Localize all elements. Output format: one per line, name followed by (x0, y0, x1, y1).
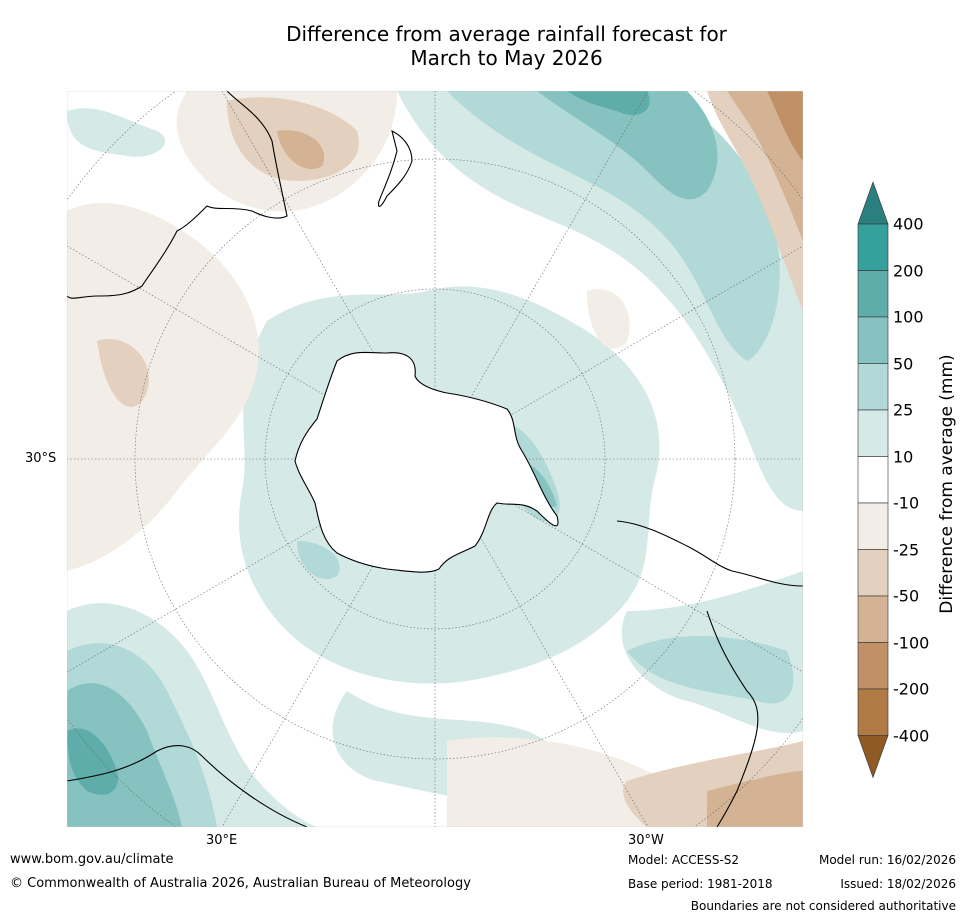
south-america-coastline (616, 520, 803, 587)
model-name: Model: ACCESS-S2 (628, 853, 740, 867)
colorbar-segment (857, 502, 889, 550)
rainfall-anomaly-map (67, 91, 803, 827)
colorbar-extend-top (857, 181, 889, 225)
colorbar-tick-label: 400 (893, 214, 924, 234)
africa-coastline (67, 745, 308, 827)
colorbar-segment (857, 595, 889, 643)
colorbar-tick-label: -25 (893, 540, 920, 559)
colorbar-label: Difference from average (mm) (937, 354, 957, 614)
colorbar-tick-label: 100 (893, 307, 924, 327)
colorbar-segment (857, 316, 889, 364)
lat-label-30s: 30°S (25, 451, 57, 466)
issued-date: Issued: 18/02/2026 (840, 877, 956, 891)
colorbar (857, 181, 889, 779)
antarctica-coastline (294, 351, 559, 573)
colorbar-segment (857, 270, 889, 318)
colorbar-segment (857, 456, 889, 504)
south-america-east-coast (706, 610, 759, 827)
title-line-2: March to May 2026 (410, 46, 603, 70)
colorbar-segment (857, 409, 889, 457)
colorbar-extend-bottom (857, 735, 889, 779)
colorbar-tick-label: -100 (893, 633, 930, 652)
colorbar-tick-label: 10 (893, 447, 914, 466)
colorbar-tick-label: 25 (893, 400, 914, 420)
colorbar-segment (857, 223, 889, 271)
new-zealand-coastline (378, 129, 413, 207)
title-line-1: Difference from average rainfall forecas… (286, 22, 727, 46)
australia-coastline (67, 91, 288, 299)
colorbar-tick-label: -200 (893, 679, 930, 699)
copyright: © Commonwealth of Australia 2026, Austra… (10, 876, 471, 891)
colorbar-segment (857, 642, 889, 690)
colorbar-segment (857, 688, 889, 736)
website-link[interactable]: www.bom.gov.au/climate (10, 852, 174, 867)
colorbar-segment (857, 363, 889, 411)
colorbar-tick-label: 200 (893, 261, 924, 280)
lon-label-30w: 30°W (628, 833, 664, 848)
colorbar-tick-label: 50 (893, 354, 914, 373)
colorbar-segment (857, 549, 889, 597)
colorbar-tick-label: -400 (893, 726, 930, 745)
model-run: Model run: 16/02/2026 (818, 853, 956, 867)
lon-label-30e: 30°E (206, 833, 238, 848)
brown-anomaly-max (767, 91, 803, 161)
chart-title: Difference from average rainfall forecas… (0, 22, 965, 70)
colorbar-tick-label: -50 (893, 586, 920, 606)
base-period: Base period: 1981-2018 (628, 877, 773, 891)
boundaries-disclaimer: Boundaries are not considered authoritat… (690, 899, 956, 913)
colorbar-tick-label: -10 (893, 493, 920, 513)
